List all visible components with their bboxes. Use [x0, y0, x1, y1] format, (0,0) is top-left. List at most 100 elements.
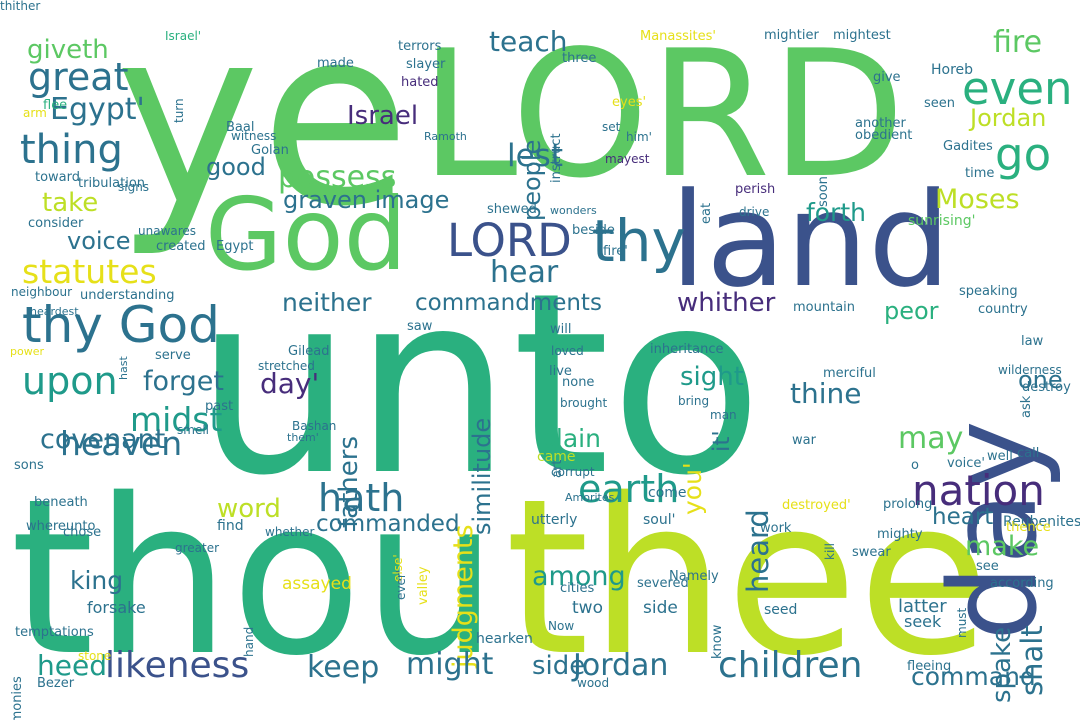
word-whereunto: whereunto — [26, 519, 96, 534]
word-sunrising: sunrising' — [908, 213, 976, 229]
word-beside: beside — [572, 223, 615, 238]
word-lord: LORD — [447, 214, 572, 267]
word-saw: saw — [407, 319, 433, 334]
word-side: side — [532, 651, 586, 681]
word-hear: hear — [490, 255, 559, 290]
word-none: none — [562, 375, 595, 390]
word-teach: teach — [489, 25, 568, 58]
word-one: one — [1018, 366, 1063, 394]
word-bring: bring — [678, 394, 710, 408]
word-man: man — [710, 408, 737, 422]
word-voice: voice' — [947, 456, 985, 471]
word-baal: Baal — [226, 120, 255, 135]
word-among: among — [532, 561, 626, 592]
word-unto: unto — [195, 239, 763, 530]
word-mountain: mountain — [793, 300, 856, 315]
word-stretched: stretched — [258, 359, 315, 373]
word-serve: serve — [155, 348, 191, 363]
word-graven-image: graven image — [283, 186, 450, 214]
word-inheritance: inheritance — [650, 342, 724, 357]
word-gadites: Gadites — [943, 139, 993, 154]
word-thou: thou — [10, 452, 499, 703]
word-two: two — [572, 598, 603, 618]
word-temptations: temptations — [15, 625, 94, 640]
word-merciful: merciful — [823, 366, 876, 381]
word-whither: whither — [677, 288, 776, 318]
word-see: see — [976, 559, 999, 574]
word-israel: Israel' — [165, 29, 202, 43]
word-law: law — [1021, 334, 1044, 349]
word-utterly: utterly — [531, 512, 578, 528]
word-signs: signs — [118, 180, 150, 194]
word-thy: thy — [592, 207, 686, 275]
word-past: past — [205, 399, 234, 414]
word-mighty: mighty — [877, 527, 923, 542]
word-sons: sons — [14, 458, 44, 473]
word-him: him' — [626, 130, 652, 144]
word-swear: swear — [852, 545, 891, 560]
word-wonders: wonders — [550, 204, 597, 217]
word-egypt: Egypt' — [50, 92, 145, 127]
word-loved: loved — [551, 344, 584, 358]
word-thee: thee — [505, 452, 991, 703]
word-soul: soul' — [643, 512, 676, 528]
word-day: day' — [260, 367, 320, 400]
word-time: time — [965, 166, 995, 181]
word-fire: fire — [993, 25, 1043, 60]
word-destroy: destroy — [1022, 380, 1071, 395]
word-hand: hand — [242, 626, 256, 657]
word-midst: midst — [130, 400, 223, 439]
word-turn: turn — [172, 98, 186, 123]
word-prolong: prolong — [883, 497, 933, 512]
word-according: according — [990, 576, 1054, 591]
word-heardest: heardest — [30, 305, 79, 318]
word-witness: witness — [231, 129, 277, 143]
word-flee: flee — [43, 98, 68, 113]
word-drive: drive — [739, 205, 770, 219]
word-will: will — [550, 322, 572, 337]
word-jordan: Jordan — [970, 104, 1047, 132]
word-greater: greater — [175, 541, 220, 555]
word-namely: Namely — [669, 569, 719, 584]
word-hast: hast — [117, 356, 130, 380]
word-manassites: Manassites' — [640, 29, 716, 44]
word-arm: arm — [23, 106, 47, 120]
word-came: came — [537, 449, 576, 465]
word-terrors: terrors — [398, 39, 442, 54]
word-fire: fire' — [603, 244, 628, 259]
word-king: king — [70, 566, 124, 595]
word-god: God — [205, 176, 408, 293]
word-slayer: slayer — [406, 57, 446, 72]
word-set: set — [602, 120, 621, 134]
word-lord: LORD — [420, 14, 906, 217]
word-chose: chose — [63, 525, 102, 540]
word-find: find — [217, 518, 244, 534]
word-testimonies: testimonies — [10, 676, 25, 720]
word-egypt: Egypt — [216, 239, 254, 254]
word-plain: plain — [540, 424, 601, 453]
word-stone: stone — [78, 649, 112, 663]
word-war: war — [792, 433, 816, 448]
word-come: come — [648, 485, 687, 501]
word-fleeing: fleeing — [907, 659, 952, 674]
word-mightier: mightier — [764, 28, 819, 43]
word-neighbour: neighbour — [11, 285, 73, 299]
word-horeb: Horeb — [931, 62, 974, 78]
word-cities: cities — [560, 581, 595, 596]
word-peor: peor — [884, 297, 939, 325]
word-soon: soon — [816, 176, 831, 207]
word-ramoth: Ramoth — [424, 130, 467, 143]
word-earth: earth — [578, 467, 680, 511]
word-children: children — [718, 645, 863, 686]
word-shewed: shewed — [487, 202, 537, 217]
word-brought: brought — [560, 396, 608, 410]
word-hated: hated — [401, 75, 439, 90]
word-great: great — [28, 55, 129, 99]
word-another: another — [855, 116, 906, 131]
word-take: take — [42, 188, 99, 218]
word-latter: latter — [898, 596, 947, 617]
word-destroyed: destroyed' — [782, 498, 851, 513]
word-understanding: understanding — [80, 288, 175, 303]
word-neither: neither — [282, 288, 372, 317]
